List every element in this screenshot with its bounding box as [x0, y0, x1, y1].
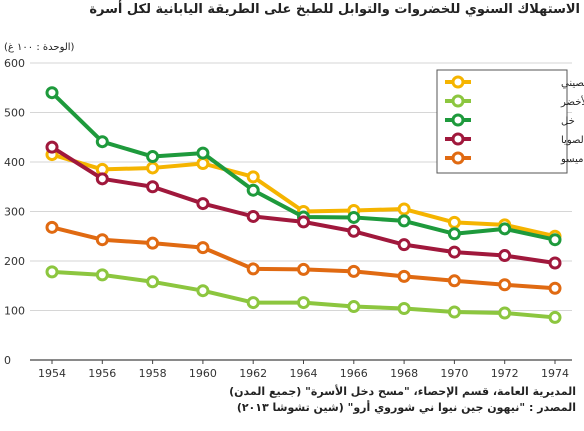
x-tick-label-1974: 1974: [541, 367, 569, 380]
data-point-1-1962: [246, 170, 260, 184]
data-point-1-1958: [146, 161, 160, 175]
y-tick-label-500: 500: [4, 107, 25, 120]
data-point-5-1956: [95, 233, 109, 247]
data-point-5-1962: [246, 262, 260, 276]
data-point-4-1956: [95, 172, 109, 186]
data-point-4-1972: [498, 249, 512, 263]
data-point-5-1954: [45, 220, 59, 234]
series-layer: [45, 86, 562, 324]
data-point-2-1974: [548, 310, 562, 324]
data-point-2-1972: [498, 306, 512, 320]
legend-label-2: البصل الأخضر: [560, 95, 584, 108]
series-5: [45, 220, 562, 295]
source-line-2: المصدر : "نيهون جين نيوا ني شوروي أرو" (…: [236, 401, 576, 414]
data-point-2-1962: [246, 296, 260, 310]
data-point-4-1968: [397, 238, 411, 252]
data-point-5-1972: [498, 278, 512, 292]
data-point-3-1954: [45, 86, 59, 100]
y-tick-label-200: 200: [4, 255, 25, 268]
data-point-5-1968: [397, 269, 411, 283]
data-point-1-1970: [447, 215, 461, 229]
legend: الملفوف الصيني البصل الأخضر خل صلصة الصويا م…: [436, 69, 584, 174]
x-tick-label-1962: 1962: [239, 367, 267, 380]
data-point-4-1966: [347, 224, 361, 238]
data-point-5-1974: [548, 281, 562, 295]
data-point-5-1958: [146, 236, 160, 250]
data-point-2-1968: [397, 302, 411, 316]
x-tick-label-1966: 1966: [340, 367, 368, 380]
data-point-2-1964: [297, 296, 310, 310]
x-tick-label-1964: 1964: [290, 367, 318, 380]
chart-title: الاستهلاك السنوي للخضروات والتوابل للطبخ…: [89, 2, 580, 17]
x-tick-label-1968: 1968: [390, 367, 418, 380]
series-3: [45, 86, 562, 247]
legend-label-3: خل: [561, 116, 575, 127]
data-point-4-1954: [45, 140, 59, 154]
data-point-3-1966: [347, 210, 361, 224]
data-point-5-1960: [196, 241, 210, 255]
data-point-5-1970: [447, 274, 461, 288]
data-point-4-1960: [196, 197, 210, 211]
x-tick-label-1970: 1970: [440, 367, 468, 380]
data-point-3-1970: [447, 227, 461, 241]
legend-label-1: الملفوف الصيني: [561, 78, 584, 89]
data-point-2-1960: [196, 284, 210, 298]
series-2: [45, 265, 562, 324]
legend-marker-3: [451, 113, 465, 127]
data-point-4-1970: [447, 245, 461, 259]
x-tick-label-1958: 1958: [139, 367, 167, 380]
y-tick-label-600: 600: [4, 57, 25, 70]
data-point-4-1964: [297, 215, 310, 229]
axes: 0 100 200 300 400 500 600 1954 1956 1958 1960 1962 1…: [4, 57, 569, 380]
legend-label-4: صلصة الصويا: [561, 135, 584, 146]
data-point-3-1968: [397, 214, 411, 228]
data-point-4-1958: [146, 180, 160, 194]
y-tick-label-100: 100: [4, 305, 25, 318]
data-point-2-1966: [347, 300, 361, 314]
x-tick-label-1972: 1972: [491, 367, 519, 380]
x-tick-label-1954: 1954: [38, 367, 66, 380]
data-point-3-1960: [196, 146, 210, 160]
legend-marker-2: [451, 94, 465, 108]
data-point-1-1968: [397, 202, 411, 216]
legend-marker-4: [451, 132, 465, 146]
legend-marker-5: [451, 151, 465, 165]
data-point-5-1966: [347, 264, 361, 278]
y-tick-label-0: 0: [4, 354, 11, 367]
data-point-2-1954: [45, 265, 59, 279]
data-point-3-1958: [146, 150, 160, 164]
data-point-2-1956: [95, 268, 109, 282]
y-tick-label-300: 300: [4, 206, 25, 219]
data-point-4-1962: [246, 209, 260, 223]
source-line-1: المديرية العامة، قسم الإحصاء، "مسح دخل ا…: [229, 385, 576, 398]
series-4: [45, 140, 562, 270]
data-point-1-1960: [196, 156, 210, 170]
data-point-4-1974: [548, 256, 562, 270]
legend-label-5: ميسو: [560, 154, 583, 165]
source-note: المديرية العامة، قسم الإحصاء، "مسح دخل ا…: [229, 384, 576, 416]
legend-marker-1: [451, 75, 465, 89]
x-tick-label-1956: 1956: [88, 367, 116, 380]
data-point-3-1962: [246, 183, 260, 197]
data-point-3-1974: [548, 233, 562, 247]
y-tick-label-400: 400: [4, 156, 25, 169]
unit-label: (الوحدة : ١٠٠ غ): [4, 42, 75, 53]
data-point-3-1956: [95, 135, 109, 149]
data-point-2-1970: [447, 305, 461, 319]
data-point-3-1972: [498, 222, 512, 236]
data-point-5-1964: [297, 262, 310, 276]
data-point-2-1958: [146, 275, 160, 289]
x-tick-label-1960: 1960: [189, 367, 217, 380]
